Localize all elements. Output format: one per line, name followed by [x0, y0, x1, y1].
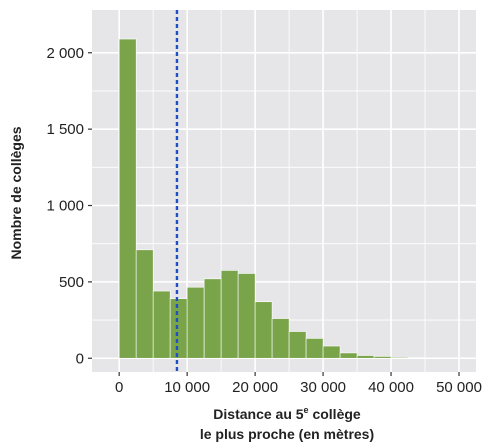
- histogram-bar: [118, 38, 137, 359]
- x-tick-label: 30 000: [300, 379, 346, 396]
- x-axis-title-line1: Distance au 5e collège: [213, 405, 361, 422]
- histogram-bar: [237, 273, 256, 359]
- y-tick-label: 1 000: [46, 198, 84, 215]
- histogram-bar: [220, 270, 239, 359]
- histogram-bar: [373, 356, 392, 359]
- histogram-bar: [305, 338, 324, 359]
- y-axis-title: Nombre de collèges: [8, 126, 24, 259]
- histogram-bar: [135, 249, 154, 359]
- y-tick-label: 500: [59, 274, 84, 291]
- histogram-bar: [169, 298, 188, 359]
- y-tick-label: 2 000: [46, 45, 84, 62]
- histogram-bar: [288, 331, 307, 359]
- x-tick-label: 10 000: [164, 379, 210, 396]
- y-tick-label: 1 500: [46, 121, 84, 138]
- histogram-bar: [339, 352, 358, 359]
- histogram-bar: [254, 301, 273, 359]
- histogram-bar: [203, 278, 222, 359]
- histogram-bars: [118, 38, 460, 359]
- x-tick-label: 40 000: [368, 379, 414, 396]
- x-tick-label: 0: [115, 379, 123, 396]
- histogram-bar: [356, 355, 375, 359]
- y-tick-label: 0: [76, 350, 84, 367]
- y-axis-ticks: 0 500 1 000 1 500 2 000: [46, 45, 92, 367]
- x-axis-ticks: 0 10 000 20 000 30 000 40 000 50 000: [115, 372, 482, 396]
- x-tick-label: 20 000: [232, 379, 278, 396]
- histogram-bar: [271, 318, 290, 359]
- histogram-bar: [186, 286, 205, 359]
- histogram-bar: [390, 357, 409, 359]
- x-axis-title-line2: le plus proche (en mètres): [200, 426, 374, 442]
- histogram-bar: [407, 357, 426, 359]
- histogram-bar: [322, 345, 341, 359]
- histogram-bar: [152, 290, 171, 359]
- x-tick-label: 50 000: [436, 379, 482, 396]
